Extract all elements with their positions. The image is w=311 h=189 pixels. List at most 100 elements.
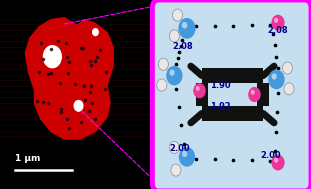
Circle shape (44, 46, 61, 68)
Point (175, 57, 180, 60)
Point (276, 91, 281, 94)
Point (89, 63, 94, 66)
Point (81, 47, 86, 50)
Point (272, 44, 277, 47)
Point (249, 159, 254, 162)
Circle shape (182, 22, 187, 29)
Point (72, 82, 77, 85)
Point (180, 38, 185, 41)
Point (79, 46, 84, 50)
Point (46, 72, 51, 75)
Point (90, 101, 95, 104)
Point (45, 102, 50, 105)
Point (249, 24, 254, 27)
Circle shape (169, 30, 179, 42)
Text: 1 μm: 1 μm (16, 154, 41, 163)
Circle shape (274, 18, 278, 23)
Point (65, 117, 70, 120)
Point (89, 85, 94, 88)
Circle shape (169, 141, 179, 153)
Point (41, 58, 46, 61)
Point (268, 23, 273, 26)
Circle shape (282, 62, 292, 74)
Point (274, 55, 279, 58)
Bar (257, 83, 269, 106)
Circle shape (74, 101, 83, 111)
Point (48, 72, 53, 75)
Text: 2.08: 2.08 (267, 26, 288, 35)
Circle shape (166, 66, 183, 85)
Text: 1.92: 1.92 (211, 102, 231, 111)
Text: 2.00: 2.00 (261, 151, 281, 160)
Circle shape (93, 29, 98, 36)
Point (82, 85, 87, 88)
Point (273, 130, 278, 133)
Point (194, 157, 199, 160)
Point (87, 59, 92, 62)
Bar (202, 68, 263, 83)
Point (212, 158, 217, 161)
Point (176, 106, 181, 109)
Circle shape (157, 79, 167, 91)
Point (59, 107, 64, 110)
Point (276, 67, 281, 70)
Point (66, 71, 71, 74)
Point (58, 81, 63, 84)
Circle shape (178, 18, 196, 39)
Point (67, 60, 72, 63)
Point (231, 158, 236, 161)
Circle shape (272, 15, 285, 31)
Point (177, 50, 182, 53)
Circle shape (182, 151, 187, 157)
Point (103, 88, 108, 91)
Point (38, 41, 43, 44)
Text: 2.08: 2.08 (173, 42, 193, 51)
Circle shape (169, 70, 175, 76)
Point (212, 24, 217, 27)
Point (86, 109, 91, 112)
Point (66, 126, 71, 129)
Point (88, 90, 93, 93)
Bar (196, 83, 208, 106)
Point (174, 87, 179, 90)
Point (41, 101, 46, 104)
Point (95, 56, 100, 59)
Point (36, 70, 41, 73)
Point (231, 24, 236, 27)
Point (35, 99, 39, 102)
Circle shape (272, 73, 277, 80)
Circle shape (272, 155, 285, 170)
Text: 2.00: 2.00 (170, 144, 190, 153)
Point (181, 142, 186, 145)
Point (179, 124, 184, 127)
Circle shape (171, 164, 181, 176)
Point (59, 111, 64, 114)
Point (103, 71, 108, 74)
Text: 1.90: 1.90 (211, 81, 231, 91)
Circle shape (268, 70, 285, 89)
Point (272, 150, 277, 153)
Point (275, 111, 280, 114)
Point (55, 39, 60, 42)
Circle shape (196, 86, 200, 91)
Circle shape (274, 158, 278, 163)
Point (174, 63, 179, 66)
Circle shape (284, 83, 294, 95)
Circle shape (179, 147, 195, 167)
Point (92, 60, 97, 63)
Point (83, 98, 88, 101)
Point (64, 41, 69, 44)
Point (64, 55, 69, 58)
Circle shape (173, 9, 183, 21)
Point (97, 49, 102, 52)
FancyBboxPatch shape (152, 0, 311, 189)
Point (178, 44, 183, 47)
Polygon shape (25, 17, 114, 140)
Circle shape (251, 90, 255, 95)
Circle shape (248, 87, 261, 102)
Circle shape (158, 58, 168, 70)
Bar (202, 106, 263, 121)
Circle shape (193, 83, 206, 98)
Point (48, 47, 53, 50)
Point (271, 33, 276, 36)
